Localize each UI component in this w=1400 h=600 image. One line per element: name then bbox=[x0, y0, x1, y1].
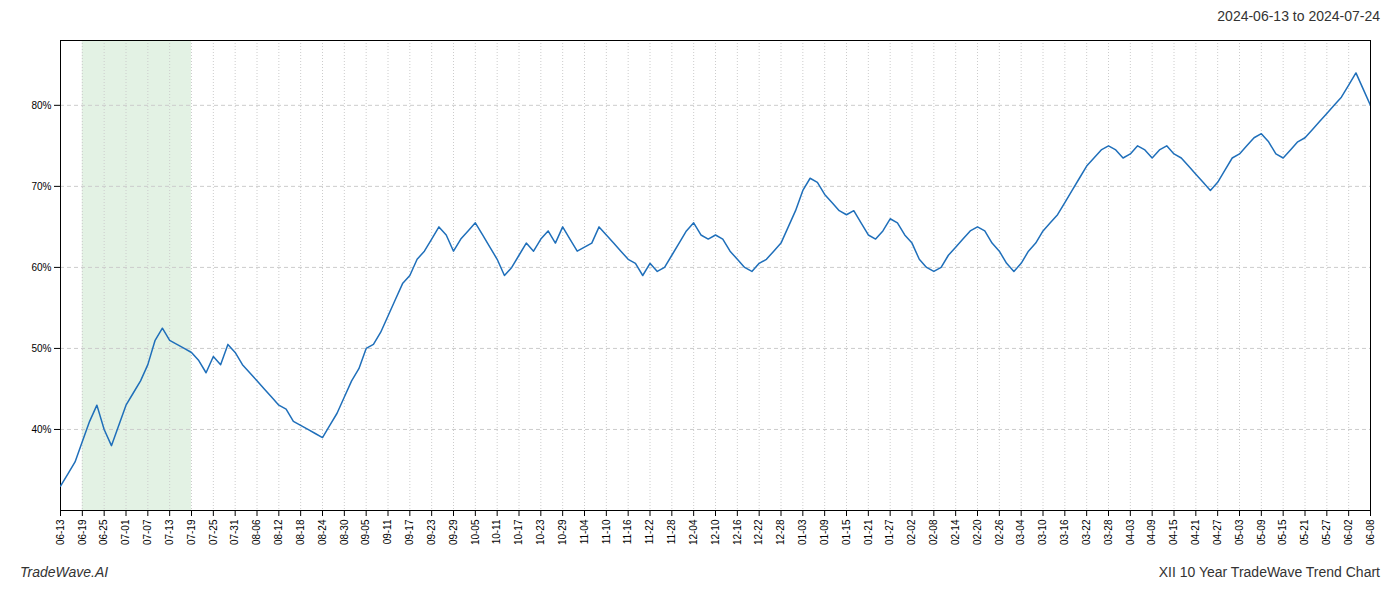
svg-text:02-26: 02-26 bbox=[994, 519, 1005, 545]
svg-text:07-31: 07-31 bbox=[229, 519, 240, 545]
svg-text:05-03: 05-03 bbox=[1234, 519, 1245, 545]
html-text:XII 10 Year TradeWave Trend Ch: XII 10 Year TradeWave Trend Chart bbox=[1158, 564, 1380, 580]
svg-text:08-18: 08-18 bbox=[295, 519, 306, 545]
svg-text:07-07: 07-07 bbox=[142, 519, 153, 545]
svg-text:04-21: 04-21 bbox=[1190, 519, 1201, 545]
html-text:TradeWave.AI: TradeWave.AI bbox=[20, 564, 109, 580]
svg-text:02-08: 02-08 bbox=[928, 519, 939, 545]
svg-text:06-25: 06-25 bbox=[98, 519, 109, 545]
svg-text:10-29: 10-29 bbox=[557, 519, 568, 545]
svg-text:02-02: 02-02 bbox=[906, 519, 917, 545]
svg-text:07-25: 07-25 bbox=[208, 519, 219, 545]
svg-text:03-16: 03-16 bbox=[1059, 519, 1070, 545]
svg-text:04-27: 04-27 bbox=[1212, 519, 1223, 545]
svg-text:12-28: 12-28 bbox=[775, 519, 786, 545]
svg-text:09-29: 09-29 bbox=[448, 519, 459, 545]
svg-text:10-23: 10-23 bbox=[535, 519, 546, 545]
svg-text:02-20: 02-20 bbox=[972, 519, 983, 545]
svg-text:08-24: 08-24 bbox=[317, 519, 328, 545]
svg-text:02-14: 02-14 bbox=[950, 519, 961, 545]
svg-text:04-03: 04-03 bbox=[1125, 519, 1136, 545]
svg-text:60%: 60% bbox=[31, 262, 51, 273]
svg-text:50%: 50% bbox=[31, 343, 51, 354]
svg-text:01-03: 01-03 bbox=[797, 519, 808, 545]
svg-text:04-15: 04-15 bbox=[1168, 519, 1179, 545]
html-text:2024-06-13 to 2024-07-24: 2024-06-13 to 2024-07-24 bbox=[1217, 8, 1380, 24]
svg-text:04-09: 04-09 bbox=[1146, 519, 1157, 545]
svg-text:08-06: 08-06 bbox=[251, 519, 262, 545]
svg-text:07-19: 07-19 bbox=[186, 519, 197, 545]
svg-text:10-17: 10-17 bbox=[513, 519, 524, 545]
svg-text:03-28: 03-28 bbox=[1103, 519, 1114, 545]
svg-text:06-13: 06-13 bbox=[55, 519, 66, 545]
svg-text:01-15: 01-15 bbox=[841, 519, 852, 545]
svg-text:07-13: 07-13 bbox=[164, 519, 175, 545]
svg-text:05-21: 05-21 bbox=[1299, 519, 1310, 545]
svg-text:40%: 40% bbox=[31, 424, 51, 435]
svg-text:06-02: 06-02 bbox=[1343, 519, 1354, 545]
svg-text:03-22: 03-22 bbox=[1081, 519, 1092, 545]
svg-text:12-16: 12-16 bbox=[732, 519, 743, 545]
svg-text:10-11: 10-11 bbox=[491, 519, 502, 544]
svg-text:12-22: 12-22 bbox=[753, 519, 764, 545]
svg-text:09-23: 09-23 bbox=[426, 519, 437, 545]
svg-text:08-12: 08-12 bbox=[273, 519, 284, 545]
svg-text:08-30: 08-30 bbox=[339, 519, 350, 545]
svg-text:10-05: 10-05 bbox=[470, 519, 481, 545]
svg-text:05-15: 05-15 bbox=[1277, 519, 1288, 545]
svg-text:05-27: 05-27 bbox=[1321, 519, 1332, 545]
svg-text:01-27: 01-27 bbox=[884, 519, 895, 545]
svg-text:01-21: 01-21 bbox=[863, 519, 874, 545]
svg-text:09-11: 09-11 bbox=[382, 519, 393, 544]
svg-text:11-22: 11-22 bbox=[644, 519, 655, 544]
svg-text:01-09: 01-09 bbox=[819, 519, 830, 545]
svg-text:05-09: 05-09 bbox=[1256, 519, 1267, 545]
svg-text:06-19: 06-19 bbox=[77, 519, 88, 545]
svg-text:11-16: 11-16 bbox=[622, 519, 633, 544]
svg-text:09-17: 09-17 bbox=[404, 519, 415, 545]
svg-text:07-01: 07-01 bbox=[120, 519, 131, 545]
svg-text:70%: 70% bbox=[31, 181, 51, 192]
svg-text:12-04: 12-04 bbox=[688, 519, 699, 545]
svg-text:80%: 80% bbox=[31, 100, 51, 111]
svg-text:09-05: 09-05 bbox=[360, 519, 371, 545]
svg-text:06-08: 06-08 bbox=[1365, 519, 1376, 545]
svg-text:11-10: 11-10 bbox=[601, 519, 612, 544]
svg-text:11-04: 11-04 bbox=[579, 519, 590, 544]
svg-text:12-10: 12-10 bbox=[710, 519, 721, 545]
svg-text:03-10: 03-10 bbox=[1037, 519, 1048, 545]
svg-text:03-04: 03-04 bbox=[1015, 519, 1026, 545]
svg-text:11-28: 11-28 bbox=[666, 519, 677, 544]
